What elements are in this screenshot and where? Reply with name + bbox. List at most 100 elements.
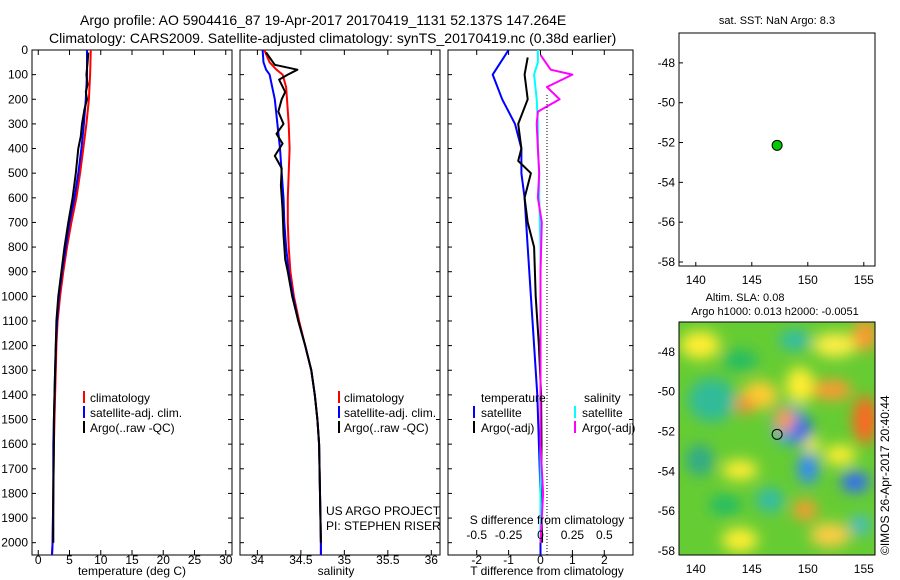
depth-tick-label: 900: [8, 265, 28, 279]
series-line-climatology: [263, 50, 322, 555]
series-line-argo-adj: [535, 54, 574, 543]
depth-tick-label: 800: [8, 240, 28, 254]
s-difference-tick-label: -0.25: [495, 528, 523, 542]
x-tick-label: 1: [569, 553, 576, 567]
map-y-tick-label: -50: [658, 385, 676, 399]
depth-tick-label: 1300: [1, 363, 28, 377]
x-tick-label: 10: [94, 553, 108, 567]
legend-label-argo: Argo(..raw -QC): [90, 421, 175, 435]
s-difference-tick-label: -0.5: [466, 528, 487, 542]
series-line-argo-raw-qc: [52, 52, 90, 543]
difference-x-axis: -2 -1 0 1 2: [471, 50, 608, 567]
map-y-tick-label: -56: [658, 215, 676, 229]
sla-heatmap: [679, 322, 875, 555]
temperature-x-axis: 0 5 10 15 20 25 30: [35, 50, 233, 567]
x-tick-label: 20: [157, 553, 171, 567]
pi-annotation: PI: STEPHEN RISER: [326, 519, 441, 533]
x-tick-label: -1: [503, 553, 514, 567]
series-line-satellite: [491, 50, 542, 555]
legend-title-salinity: salinity: [584, 391, 621, 405]
difference-legend: temperature salinity satellite Argo(-adj…: [473, 391, 635, 435]
x-tick-label: 34: [251, 553, 265, 567]
legend-label-t-argo: Argo(-adj): [481, 421, 534, 435]
map-y-tick-label: -48: [658, 345, 676, 359]
map-y-tick-label: -54: [658, 464, 676, 478]
depth-axis: 0 100 200 300 400 500 600 700 800 900 1000 1100 1200…: [1, 43, 633, 550]
depth-tick-label: 200: [8, 92, 28, 106]
legend-title-temperature: temperature: [481, 391, 546, 405]
sla-argo-position-marker: [771, 428, 783, 440]
map-y-tick-label: -56: [658, 504, 676, 518]
series-line-satellite-adj-clim: [261, 50, 322, 555]
depth-tick-label: 400: [8, 142, 28, 156]
map-x-tick-label: 145: [742, 273, 762, 287]
legend-label-satellite: satellite-adj. clim.: [344, 406, 436, 420]
depth-tick-label: 1600: [1, 437, 28, 451]
x-tick-label: 15: [125, 553, 139, 567]
difference-series: [491, 50, 574, 555]
map-y-tick-label: -50: [658, 96, 676, 110]
depth-tick-label: 1900: [1, 511, 28, 525]
map-x-tick-label: 140: [686, 273, 706, 287]
map-x-tick-label: 140: [686, 562, 706, 576]
depth-tick-label: 1200: [1, 339, 28, 353]
figure-title-line2: Climatology: CARS2009. Satellite-adjuste…: [49, 30, 616, 46]
x-tick-label: 5: [66, 553, 73, 567]
map-y-tick-label: -48: [658, 56, 676, 70]
x-tick-label: 34.5: [289, 553, 313, 567]
map-y-tick-label: -52: [658, 425, 676, 439]
temperature-legend: climatology satellite-adj. clim. Argo(..…: [83, 391, 182, 435]
x-tick-label: 35: [338, 553, 352, 567]
x-tick-label: -2: [471, 553, 482, 567]
legend-label-s-satellite: satellite: [582, 406, 623, 420]
s-difference-axis-label: S difference from climatology: [470, 513, 625, 527]
salinity-series: [261, 50, 322, 555]
s-difference-tick-label: 0: [537, 528, 544, 542]
depth-tick-label: 1800: [1, 486, 28, 500]
map-x-tick-label: 145: [742, 562, 762, 576]
x-tick-label: 0: [35, 553, 42, 567]
depth-tick-label: 1000: [1, 289, 28, 303]
map-x-tick-label: 150: [798, 562, 818, 576]
legend-label-climatology: climatology: [90, 391, 150, 405]
project-annotation: US ARGO PROJECT: [326, 504, 441, 518]
s-difference-tick-label: 0.5: [596, 528, 613, 542]
x-tick-label: 30: [219, 553, 233, 567]
map-x-tick-label: 150: [798, 273, 818, 287]
depth-tick-label: 700: [8, 215, 28, 229]
sla-map-title-line2: Argo h1000: 0.013 h2000: -0.0051: [691, 306, 859, 318]
temperature-axis-label: temperature (deg C): [78, 564, 186, 578]
t-difference-axis-label: T difference from climatology: [470, 564, 624, 578]
depth-tick-label: 1700: [1, 462, 28, 476]
depth-tick-label: 100: [8, 68, 28, 82]
x-tick-label: 0: [537, 553, 544, 567]
map-y-tick-label: -58: [658, 544, 676, 558]
sst-map-title: sat. SST: NaN Argo: 8.3: [719, 15, 835, 27]
imos-credit: ©IMOS 26-Apr-2017 20:40:44: [878, 395, 892, 555]
map-y-tick-label: -52: [658, 136, 676, 150]
x-tick-label: 35.5: [376, 553, 400, 567]
depth-tick-label: 0: [21, 43, 28, 57]
s-difference-tick-labels: -0.5 -0.25 0 0.25 0.5: [466, 528, 613, 542]
map-x-tick-label: 155: [854, 273, 874, 287]
depth-tick-label: 500: [8, 166, 28, 180]
series-line-argo-raw-qc: [265, 51, 322, 543]
depth-tick-label: 1500: [1, 413, 28, 427]
sla-map-title-line1: Altim. SLA: 0.08: [706, 292, 785, 304]
sla-map-frame: [678, 321, 876, 556]
x-tick-label: 25: [188, 553, 202, 567]
map-x-tick-label: 155: [854, 562, 874, 576]
depth-tick-label: 300: [8, 117, 28, 131]
x-tick-label: 36: [425, 553, 439, 567]
sst-argo-position-marker: [771, 139, 783, 151]
salinity-axis-label: salinity: [318, 564, 355, 578]
salinity-plot-frame: [239, 49, 441, 556]
salinity-legend: climatology satellite-adj. clim. Argo(..…: [338, 391, 436, 435]
legend-label-argo: Argo(..raw -QC): [344, 421, 429, 435]
depth-tick-label: 600: [8, 191, 28, 205]
map-y-tick-label: -54: [658, 175, 676, 189]
figure-title-line1: Argo profile: AO 5904416_87 19-Apr-2017 …: [80, 12, 566, 28]
legend-label-satellite: satellite-adj. clim.: [90, 406, 182, 420]
sst-map-axes: 140 145 150 155 -48 -50 -52 -54 -56 -58: [658, 56, 874, 287]
